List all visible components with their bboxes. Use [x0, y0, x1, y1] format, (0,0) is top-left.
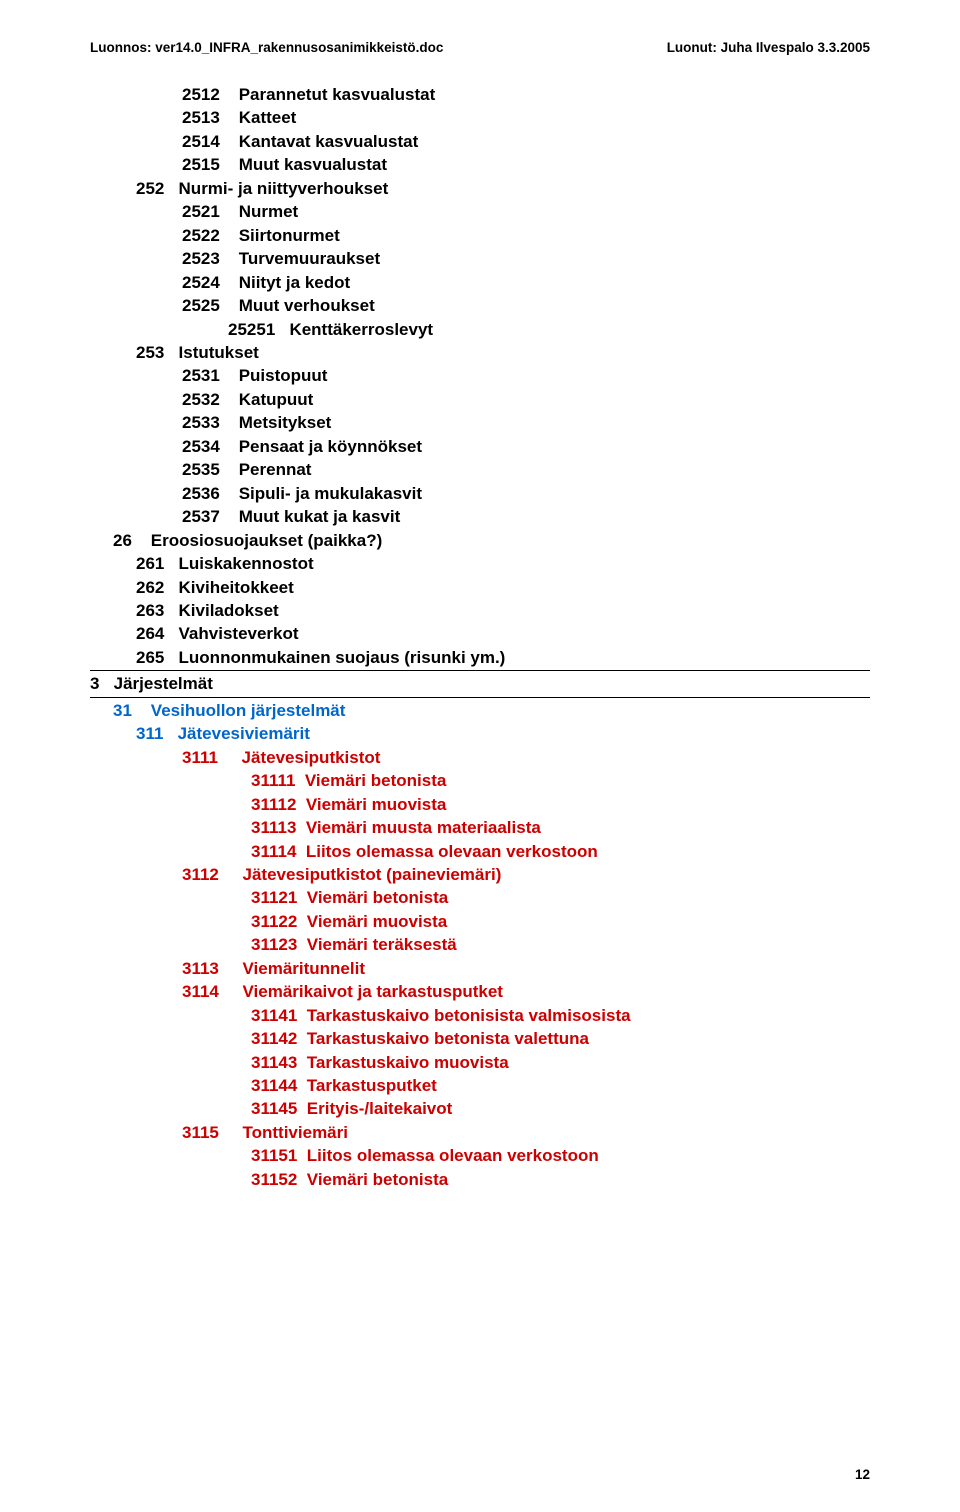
list-item: 31121 Viemäri betonista	[90, 886, 870, 909]
list-item: 31112 Viemäri muovista	[90, 793, 870, 816]
list-item: 31141 Tarkastuskaivo betonisista valmiso…	[90, 1004, 870, 1027]
list-item: 262 Kiviheitokkeet	[90, 576, 870, 599]
header-right: Luonut: Juha Ilvespalo 3.3.2005	[667, 40, 870, 55]
list-item: 3114 Viemärikaivot ja tarkastusputket	[90, 980, 870, 1003]
list-item: 31145 Erityis-/laitekaivot	[90, 1097, 870, 1120]
list-item: 2525 Muut verhoukset	[90, 294, 870, 317]
list-item: 3113 Viemäritunnelit	[90, 957, 870, 980]
list-item: 3111 Jätevesiputkistot	[90, 746, 870, 769]
list-item: 252 Nurmi- ja niittyverhoukset	[90, 177, 870, 200]
list-item: 2513 Katteet	[90, 106, 870, 129]
list-item: 31144 Tarkastusputket	[90, 1074, 870, 1097]
list-item: 2523 Turvemuuraukset	[90, 247, 870, 270]
document-page: Luonnos: ver14.0_INFRA_rakennusosanimikk…	[0, 0, 960, 1512]
list-item: 2531 Puistopuut	[90, 364, 870, 387]
list-item: 31114 Liitos olemassa olevaan verkostoon	[90, 840, 870, 863]
list-item: 261 Luiskakennostot	[90, 552, 870, 575]
list-item: 2521 Nurmet	[90, 200, 870, 223]
list-item: 263 Kiviladokset	[90, 599, 870, 622]
list-item: 253 Istutukset	[90, 341, 870, 364]
list-item: 2532 Katupuut	[90, 388, 870, 411]
list-item: 31152 Viemäri betonista	[90, 1168, 870, 1191]
list-item: 2535 Perennat	[90, 458, 870, 481]
list-item: 2515 Muut kasvualustat	[90, 153, 870, 176]
list-item: 3 Järjestelmät	[90, 672, 870, 695]
divider	[90, 697, 870, 698]
list-item: 2533 Metsitykset	[90, 411, 870, 434]
list-item: 31151 Liitos olemassa olevaan verkostoon	[90, 1144, 870, 1167]
list-item: 26 Eroosiosuojaukset (paikka?)	[90, 529, 870, 552]
list-item: 3112 Jätevesiputkistot (paineviemäri)	[90, 863, 870, 886]
list-item: 2536 Sipuli- ja mukulakasvit	[90, 482, 870, 505]
document-content: 2512 Parannetut kasvualustat2513 Katteet…	[90, 83, 870, 1191]
list-item: 2522 Siirtonurmet	[90, 224, 870, 247]
list-item: 31123 Viemäri teräksestä	[90, 933, 870, 956]
list-item: 265 Luonnonmukainen suojaus (risunki ym.…	[90, 646, 870, 669]
list-item: 311 Jätevesiviemärit	[90, 722, 870, 745]
list-item: 2512 Parannetut kasvualustat	[90, 83, 870, 106]
list-item: 31113 Viemäri muusta materiaalista	[90, 816, 870, 839]
list-item: 2534 Pensaat ja köynnökset	[90, 435, 870, 458]
page-number: 12	[855, 1467, 870, 1482]
list-item: 3115 Tonttiviemäri	[90, 1121, 870, 1144]
list-item: 264 Vahvisteverkot	[90, 622, 870, 645]
list-item: 31142 Tarkastuskaivo betonista valettuna	[90, 1027, 870, 1050]
list-item: 2524 Niityt ja kedot	[90, 271, 870, 294]
page-header: Luonnos: ver14.0_INFRA_rakennusosanimikk…	[90, 40, 870, 55]
header-left: Luonnos: ver14.0_INFRA_rakennusosanimikk…	[90, 40, 443, 55]
list-item: 31111 Viemäri betonista	[90, 769, 870, 792]
list-item: 31143 Tarkastuskaivo muovista	[90, 1051, 870, 1074]
list-item: 2537 Muut kukat ja kasvit	[90, 505, 870, 528]
list-item: 31122 Viemäri muovista	[90, 910, 870, 933]
list-item: 31 Vesihuollon järjestelmät	[90, 699, 870, 722]
divider	[90, 670, 870, 671]
list-item: 25251 Kenttäkerroslevyt	[90, 318, 870, 341]
list-item: 2514 Kantavat kasvualustat	[90, 130, 870, 153]
